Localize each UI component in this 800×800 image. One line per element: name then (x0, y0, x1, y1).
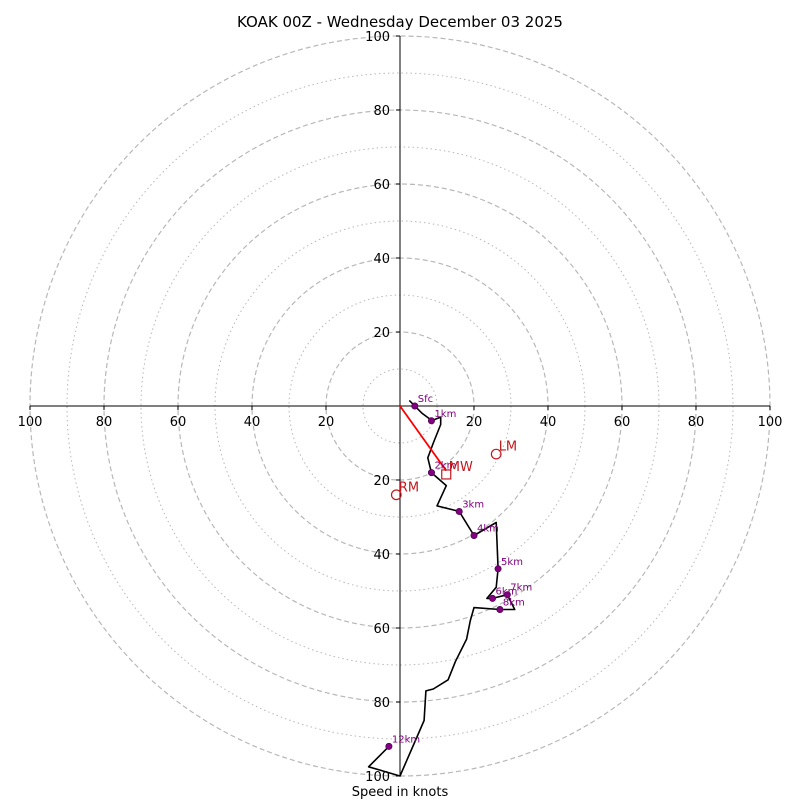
y-tick-label: 20 (373, 326, 390, 341)
y-tick-label: 60 (373, 178, 390, 193)
height-label-5km: 5km (501, 557, 523, 568)
storm-motion-label-MW: MW (449, 460, 473, 475)
height-marker-3km (455, 507, 463, 515)
height-marker-7km (503, 591, 511, 599)
y-tick-label: 80 (373, 104, 390, 119)
height-marker-1km (427, 417, 435, 425)
x-tick-label: 40 (244, 415, 261, 430)
storm-motion-LM (490, 448, 502, 460)
height-label-8km: 8km (503, 598, 525, 609)
x-axis-label: Speed in knots (352, 785, 449, 800)
height-marker-Sfc (411, 402, 419, 410)
storm-motion-MW (441, 469, 452, 480)
height-marker-8km (496, 605, 504, 613)
height-label-1km: 1km (434, 409, 456, 420)
x-tick-label: 40 (540, 415, 557, 430)
y-tick-label: 40 (373, 548, 390, 563)
height-label-4km: 4km (477, 524, 499, 535)
height-marker-2km (427, 469, 435, 477)
x-tick-label: 100 (18, 415, 43, 430)
y-tick-label: 100 (365, 30, 390, 45)
height-marker-12km (385, 742, 393, 750)
x-tick-label: 60 (170, 415, 187, 430)
y-tick-label: 20 (373, 474, 390, 489)
x-tick-label: 100 (758, 415, 783, 430)
x-tick-label: 80 (688, 415, 705, 430)
y-tick-label: 40 (373, 252, 390, 267)
storm-motion-label-LM: LM (499, 440, 517, 455)
height-label-7km: 7km (510, 583, 532, 594)
shear-vector-line (399, 405, 447, 472)
y-tick-label: 60 (373, 622, 390, 637)
height-marker-5km (494, 565, 502, 573)
storm-motion-label-RM: RM (399, 480, 419, 495)
x-tick-label: 20 (318, 415, 335, 430)
x-tick-label: 80 (96, 415, 113, 430)
height-marker-6km (488, 594, 496, 602)
height-label-3km: 3km (462, 499, 484, 510)
y-tick-label: 100 (365, 770, 390, 785)
height-label-12km: 12km (392, 734, 420, 745)
x-tick-label: 20 (466, 415, 483, 430)
chart-title: KOAK 00Z - Wednesday December 03 2025 (237, 13, 563, 31)
height-marker-4km (470, 531, 478, 539)
hodograph-trace-line (367, 399, 516, 777)
storm-motion-RM (390, 489, 402, 501)
x-tick-label: 60 (614, 415, 631, 430)
hodograph-series: Sfc1km2km3km4km5km6km7km8km12kmMWLMRM (367, 394, 532, 777)
height-label-2km: 2km (434, 461, 456, 472)
tick-labels: 100 80 60 40 20 20 40 60 80 100 20 40 60 80 100 20 40 60 8… (18, 30, 783, 785)
height-label-Sfc: Sfc (418, 394, 433, 405)
y-tick-label: 80 (373, 696, 390, 711)
